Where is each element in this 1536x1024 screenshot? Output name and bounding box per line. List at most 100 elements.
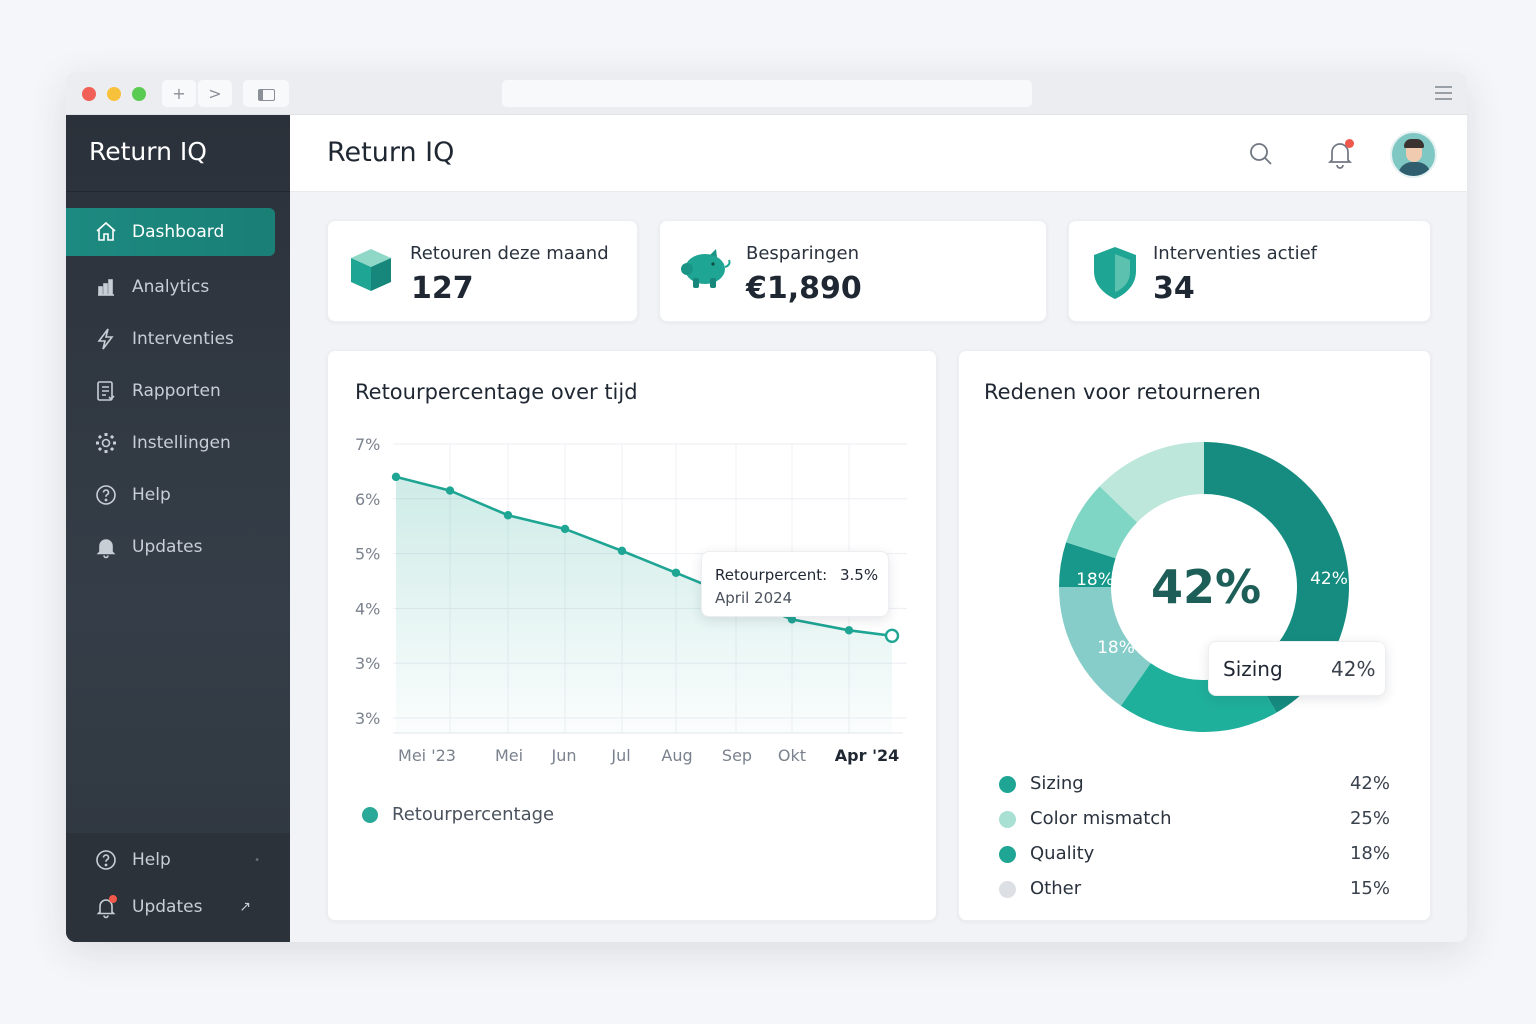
page-title: Return IQ	[327, 137, 455, 168]
donut-slice[interactable]	[1059, 587, 1151, 706]
sidebar-item-label: Interventies	[132, 329, 234, 349]
notification-badge	[109, 895, 117, 903]
x-tick-label: Sep	[722, 746, 752, 765]
sidebar-item-rapporten[interactable]: Rapporten	[66, 367, 275, 415]
notifications-button[interactable]	[1326, 139, 1354, 169]
data-point[interactable]	[671, 568, 681, 577]
tooltip-label: Retourpercent:	[715, 566, 828, 584]
y-tick-label: 3%	[355, 654, 380, 673]
kpi-label: Interventies actief	[1153, 243, 1318, 264]
data-point[interactable]	[560, 524, 570, 534]
sidebar-item-interventies[interactable]: Interventies	[66, 315, 275, 363]
sidebar-item-label: Updates	[132, 537, 203, 557]
legend-label[interactable]: Quality	[1030, 843, 1095, 864]
sidebar-item-label: Updates	[132, 897, 203, 917]
kpi-value: €1,890	[746, 271, 862, 306]
search-icon[interactable]	[1248, 141, 1274, 167]
kpi-card-savings: Besparingen €1,890	[659, 220, 1047, 322]
donut-slice[interactable]	[1066, 486, 1138, 559]
slice-label: 18%	[1097, 638, 1135, 658]
data-point[interactable]	[503, 511, 513, 520]
slice-label: 42%	[1310, 569, 1348, 589]
legend-swatch	[362, 807, 378, 823]
x-tick-label: Jun	[551, 746, 577, 765]
legend-swatch	[999, 881, 1016, 898]
donut-center-value: 42%	[1151, 560, 1261, 614]
report-icon	[97, 381, 115, 401]
forward-button[interactable]: >	[198, 80, 232, 107]
lightning-icon	[97, 328, 114, 350]
data-point[interactable]	[884, 628, 900, 644]
line-chart-card: Retourpercentage over tijd 7% 6% 5% 4% 3% 3% M…	[327, 350, 937, 921]
legend-swatch	[999, 846, 1016, 863]
address-bar[interactable]	[502, 80, 1032, 107]
bell-icon	[1327, 143, 1353, 169]
sidebar-item-analytics[interactable]: Analytics	[66, 263, 275, 311]
sidebar-bottom-updates[interactable]: Updates ↗	[66, 883, 275, 931]
sidebar-icon	[257, 88, 275, 101]
legend-value: 15%	[1349, 878, 1390, 899]
donut-chart-card: Redenen voor retourneren 42% 18% 18% 42% Si…	[958, 350, 1431, 921]
tooltip-value: 42%	[1331, 657, 1376, 681]
x-tick-label: Apr '24	[835, 746, 899, 765]
bell-icon	[96, 539, 116, 559]
divider	[66, 191, 290, 192]
sidebar-item-instellingen[interactable]: Instellingen	[66, 419, 275, 467]
menu-icon[interactable]	[1435, 86, 1452, 100]
kpi-value: 127	[411, 271, 474, 306]
legend-value: 25%	[1349, 808, 1390, 829]
kpi-label: Retouren deze maand	[410, 243, 609, 264]
new-tab-button[interactable]: +	[162, 80, 196, 107]
maximize-window-button[interactable]	[132, 87, 146, 101]
piggy-bank-icon	[681, 249, 731, 288]
data-point[interactable]	[787, 615, 797, 624]
sidebar-item-label: Dashboard	[132, 222, 225, 242]
legend-label[interactable]: Retourpercentage	[392, 804, 555, 825]
help-icon	[96, 850, 116, 870]
close-window-button[interactable]	[82, 87, 96, 101]
sidebar-item-label: Instellingen	[132, 433, 231, 453]
line-chart: 7% 6% 5% 4% 3% 3% Mei '23 Mei Jun Jul Aug Sep Okt Apr…	[355, 435, 907, 765]
y-tick-label: 7%	[355, 435, 380, 454]
series-line	[395, 475, 893, 638]
help-icon	[96, 485, 116, 505]
legend-label[interactable]: Color mismatch	[1030, 808, 1172, 829]
x-tick-label: Jul	[610, 746, 630, 765]
x-tick-label: Okt	[778, 746, 806, 765]
sidebar-bottom-help[interactable]: Help •	[66, 836, 275, 884]
chart-tooltip: Retourpercent: 3.5% April 2024	[701, 551, 889, 617]
sidebar-item-label: Rapporten	[132, 381, 221, 401]
data-point[interactable]	[391, 472, 401, 482]
sidebar-item-dashboard[interactable]: Dashboard	[66, 208, 275, 256]
donut-tooltip: Sizing 42%	[1208, 641, 1386, 696]
kpi-card-returns: Retouren deze maand 127	[327, 220, 638, 322]
data-point[interactable]	[617, 546, 627, 556]
sidebar-item-updates[interactable]: Updates	[66, 523, 275, 571]
legend-value: 42%	[1349, 773, 1390, 794]
top-header: Return IQ	[290, 115, 1467, 192]
donut-slice[interactable]	[1099, 442, 1204, 523]
slice-label: 18%	[1076, 570, 1114, 590]
tooltip-label: Sizing	[1223, 657, 1283, 681]
bar-chart-icon	[98, 279, 114, 296]
browser-window: + > Return IQ Dashboard Analytics Interv…	[66, 72, 1467, 942]
bell-icon	[96, 899, 116, 919]
chart-title: Retourpercentage over tijd	[355, 380, 638, 404]
y-tick-label: 5%	[355, 545, 380, 564]
sidebar-toggle-button[interactable]	[243, 80, 289, 107]
legend-value: 18%	[1349, 843, 1390, 864]
x-tick-label: Aug	[661, 746, 692, 765]
sidebar-item-label: Help	[132, 485, 171, 505]
kpi-value: 34	[1153, 271, 1195, 306]
sidebar-item-help[interactable]: Help	[66, 471, 275, 519]
data-point[interactable]	[844, 626, 854, 635]
minimize-window-button[interactable]	[107, 87, 121, 101]
sidebar: Return IQ Dashboard Analytics Interventi…	[66, 115, 290, 942]
donut-slice[interactable]	[1059, 542, 1116, 587]
legend-label[interactable]: Sizing	[1030, 773, 1084, 794]
avatar[interactable]	[1390, 131, 1437, 178]
y-tick-label: 3%	[355, 709, 380, 728]
data-point[interactable]	[445, 486, 455, 495]
legend-label[interactable]: Other	[1030, 878, 1082, 899]
gear-icon	[96, 433, 116, 453]
